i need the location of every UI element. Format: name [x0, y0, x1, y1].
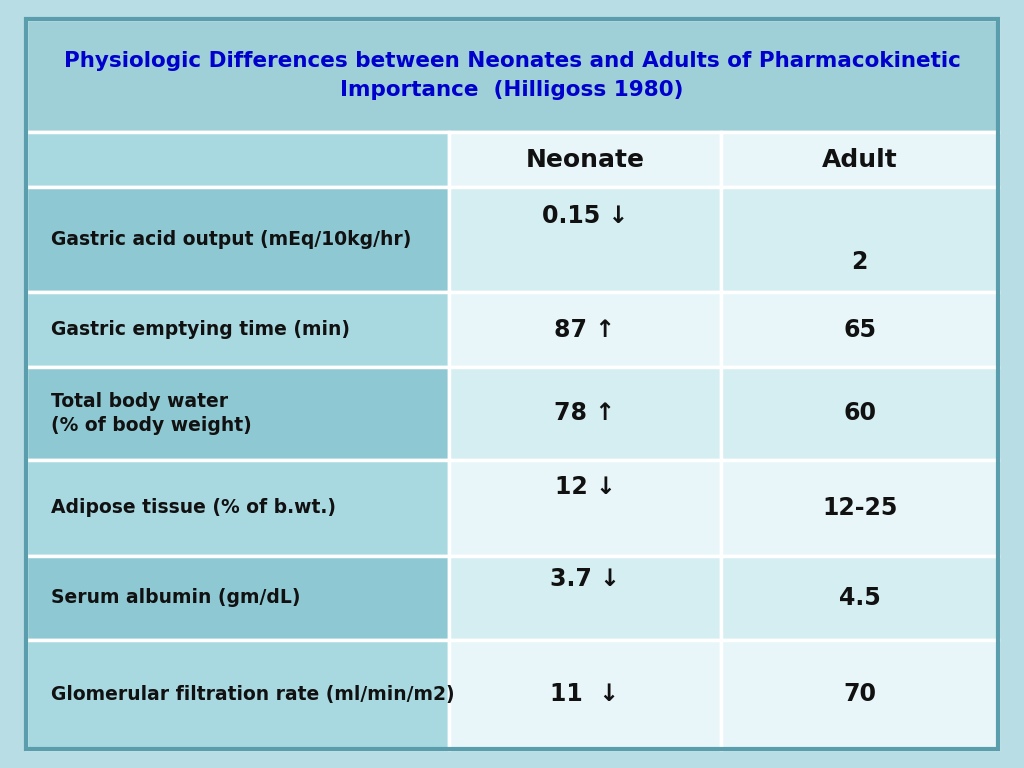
Text: 60: 60 [844, 402, 877, 425]
Bar [449, 132, 721, 187]
Bar [449, 459, 721, 556]
Bar [721, 556, 998, 640]
Text: 12-25: 12-25 [822, 495, 897, 520]
Bar [449, 640, 721, 749]
Bar [721, 459, 998, 556]
Bar [26, 19, 998, 132]
Bar [449, 367, 721, 459]
Text: 3.7 ↓: 3.7 ↓ [550, 568, 620, 591]
Bar [26, 459, 449, 556]
Text: 65: 65 [844, 317, 877, 342]
Text: 2: 2 [852, 250, 868, 274]
Text: Total body water
(% of body weight): Total body water (% of body weight) [51, 392, 252, 435]
Text: Physiologic Differences between Neonates and Adults of Pharmacokinetic
Importanc: Physiologic Differences between Neonates… [63, 51, 961, 100]
Bar [26, 187, 449, 292]
Bar [26, 132, 449, 187]
Bar [449, 187, 721, 292]
Text: 0.15 ↓: 0.15 ↓ [542, 204, 628, 228]
Text: 4.5: 4.5 [839, 586, 881, 610]
Bar [721, 132, 998, 187]
Text: Adipose tissue (% of b.wt.): Adipose tissue (% of b.wt.) [51, 498, 336, 517]
Text: Glomerular filtration rate (ml/min/m2): Glomerular filtration rate (ml/min/m2) [51, 685, 455, 703]
Text: 87 ↑: 87 ↑ [554, 317, 615, 342]
Text: 12 ↓: 12 ↓ [555, 475, 615, 498]
Text: Adult: Adult [822, 147, 898, 172]
Text: 70: 70 [844, 682, 877, 707]
Bar [26, 292, 449, 367]
Bar [26, 367, 449, 459]
Text: 11  ↓: 11 ↓ [551, 682, 620, 707]
Text: Gastric emptying time (min): Gastric emptying time (min) [51, 320, 350, 339]
Bar [449, 292, 721, 367]
Bar [721, 367, 998, 459]
Bar [721, 292, 998, 367]
Bar [721, 187, 998, 292]
Bar [26, 640, 449, 749]
Bar [449, 556, 721, 640]
Text: Neonate: Neonate [525, 147, 644, 172]
Text: 78 ↑: 78 ↑ [554, 402, 615, 425]
Bar [721, 640, 998, 749]
Text: Gastric acid output (mEq/10kg/hr): Gastric acid output (mEq/10kg/hr) [51, 230, 412, 249]
Bar [26, 556, 449, 640]
Text: Serum albumin (gm/dL): Serum albumin (gm/dL) [51, 588, 300, 607]
